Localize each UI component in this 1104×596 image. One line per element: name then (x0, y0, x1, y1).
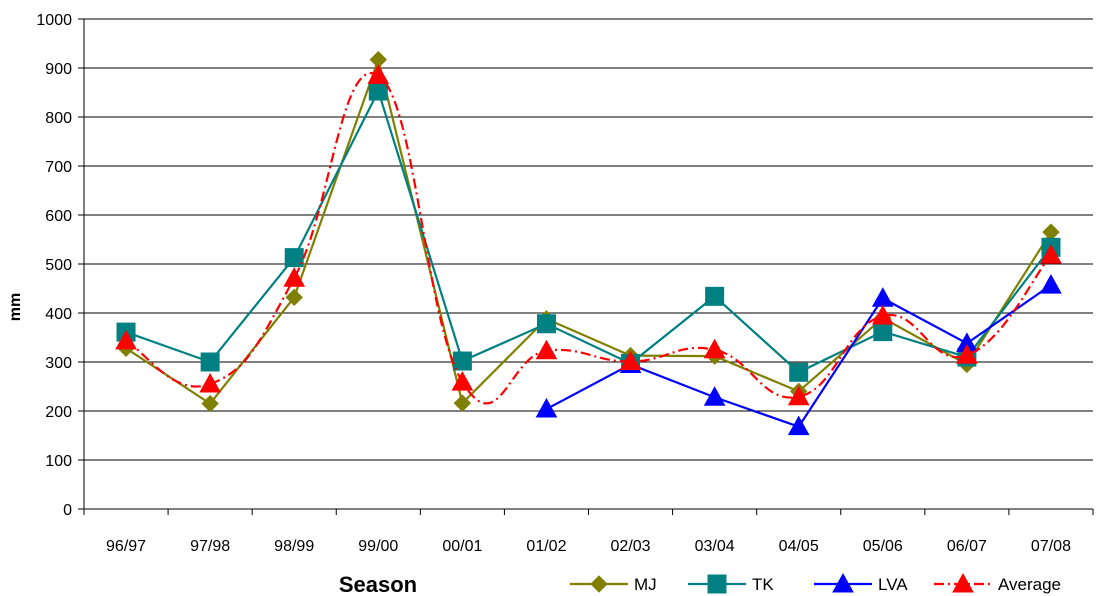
tick-labels: 0 100 200 300 400 500 600 700 800 900 1000 96/97 97/… (36, 12, 1071, 555)
data-point-average (1040, 244, 1062, 264)
y-tick-label: 800 (45, 110, 72, 127)
data-point-tk (536, 314, 556, 334)
legend: MJ TK LVA Average (570, 572, 1061, 594)
x-tick-label: 00/01 (442, 538, 482, 555)
data-point-mj (285, 288, 303, 307)
data-point-average (535, 339, 558, 360)
series-line-tk (125, 88, 1052, 374)
x-tick-label: 96/97 (106, 538, 146, 555)
data-point-tk (368, 81, 388, 101)
data-point-lva (787, 415, 810, 436)
data-point-average (956, 344, 978, 364)
legend-marker-mj (590, 575, 608, 593)
series-line-mj (125, 55, 1052, 406)
data-point-lva (1040, 274, 1062, 294)
legend-marker-tk (707, 574, 727, 594)
data-point-average (871, 304, 894, 325)
series-lva (535, 274, 1062, 436)
legend-item-lva: LVA (814, 572, 908, 594)
legend-label-average: Average (998, 575, 1061, 594)
data-point-lva (871, 287, 894, 307)
y-tick-label: 900 (45, 61, 72, 78)
data-point-lva (703, 386, 726, 406)
x-tick-label: 97/98 (190, 538, 230, 555)
data-point-average (283, 267, 306, 287)
series-average (115, 64, 1062, 406)
legend-label-lva: LVA (878, 575, 908, 594)
x-tick-label: 07/08 (1031, 538, 1071, 555)
data-point-tk (452, 351, 472, 371)
data-point-tk (200, 352, 220, 372)
x-tick-label: 99/00 (358, 538, 398, 555)
x-axis-title: Season (339, 572, 417, 596)
x-tick-label: 98/99 (274, 538, 314, 555)
legend-item-average: Average (934, 572, 1061, 594)
data-point-average (199, 373, 221, 393)
legend-label-mj: MJ (634, 575, 657, 594)
x-tick-label: 06/07 (947, 538, 987, 555)
y-tick-label: 200 (45, 404, 72, 421)
x-tick-label: 05/06 (863, 538, 903, 555)
y-tick-label: 0 (63, 502, 72, 519)
data-point-tk (705, 286, 725, 306)
data-point-mj (201, 394, 219, 413)
x-tick-label: 03/04 (695, 538, 735, 555)
legend-marker-average (952, 572, 974, 593)
x-tick-label: 02/03 (611, 538, 651, 555)
y-axis-title: mm (7, 293, 24, 321)
legend-label-tk: TK (752, 575, 774, 594)
axes (78, 18, 1094, 515)
legend-item-mj: MJ (570, 575, 657, 594)
legend-marker-lva (832, 572, 854, 593)
data-point-average (703, 338, 726, 359)
data-point-average (619, 350, 642, 371)
x-tick-label: 01/02 (526, 538, 566, 555)
data-point-tk (284, 248, 304, 268)
y-tick-label: 700 (45, 159, 72, 176)
data-point-lva (535, 398, 558, 418)
data-point-tk (789, 362, 809, 382)
gridlines (84, 18, 1093, 461)
x-tick-label: 04/05 (779, 538, 819, 555)
series-layer (115, 50, 1062, 436)
y-tick-label: 400 (45, 306, 72, 323)
data-point-average (787, 385, 810, 406)
series-line-average (125, 72, 1052, 405)
y-tick-label: 500 (45, 257, 72, 274)
data-point-average (115, 329, 137, 350)
y-tick-label: 1000 (36, 12, 72, 29)
data-point-tk (873, 322, 893, 342)
y-tick-label: 100 (45, 453, 72, 470)
data-point-average (367, 64, 390, 84)
y-tick-label: 300 (45, 355, 72, 372)
data-point-mj (1042, 223, 1060, 241)
data-point-mj (453, 394, 472, 412)
data-point-average (451, 371, 474, 391)
y-tick-label: 600 (45, 208, 72, 225)
series-mj (117, 50, 1060, 413)
legend-item-tk: TK (688, 574, 774, 594)
